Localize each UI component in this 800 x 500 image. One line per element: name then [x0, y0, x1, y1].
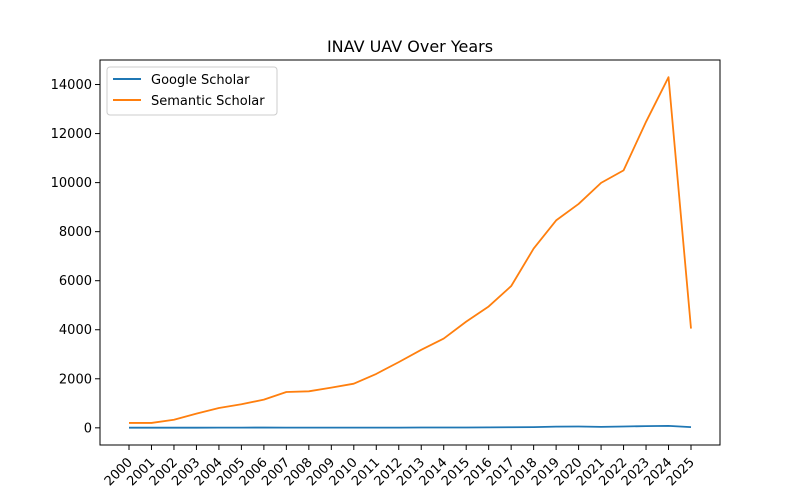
legend-box: [106, 66, 278, 116]
y-tick-label: 10000: [51, 176, 92, 191]
chart-title: INAV UAV Over Years: [327, 37, 493, 56]
y-tick-label: 2000: [59, 372, 92, 387]
legend-label-semantic-scholar: Semantic Scholar: [151, 94, 265, 109]
legend: Google Scholar Semantic Scholar: [106, 66, 278, 116]
series-line-google-scholar: [129, 424, 692, 429]
y-tick-label: 4000: [59, 323, 92, 338]
y-tick-label: 0: [84, 421, 92, 436]
y-tick-label: 8000: [59, 225, 92, 240]
y-tick-label: 14000: [51, 78, 92, 93]
legend-label-google-scholar: Google Scholar: [151, 73, 250, 88]
series-line-semantic-scholar: [129, 76, 692, 424]
y-tick-label: 12000: [51, 127, 92, 142]
plot-frame: [99, 59, 721, 446]
y-tick-label: 6000: [59, 274, 92, 289]
